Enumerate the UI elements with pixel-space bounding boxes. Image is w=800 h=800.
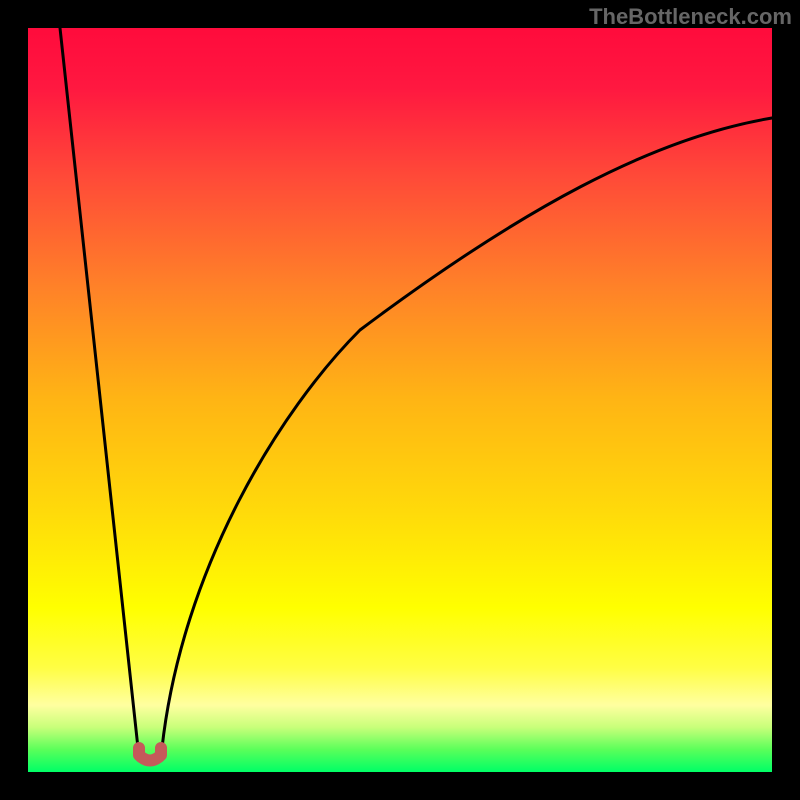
watermark-text: TheBottleneck.com [589,4,792,30]
plot-background [28,28,772,772]
chart-container: TheBottleneck.com [0,0,800,800]
bottleneck-chart [0,0,800,800]
